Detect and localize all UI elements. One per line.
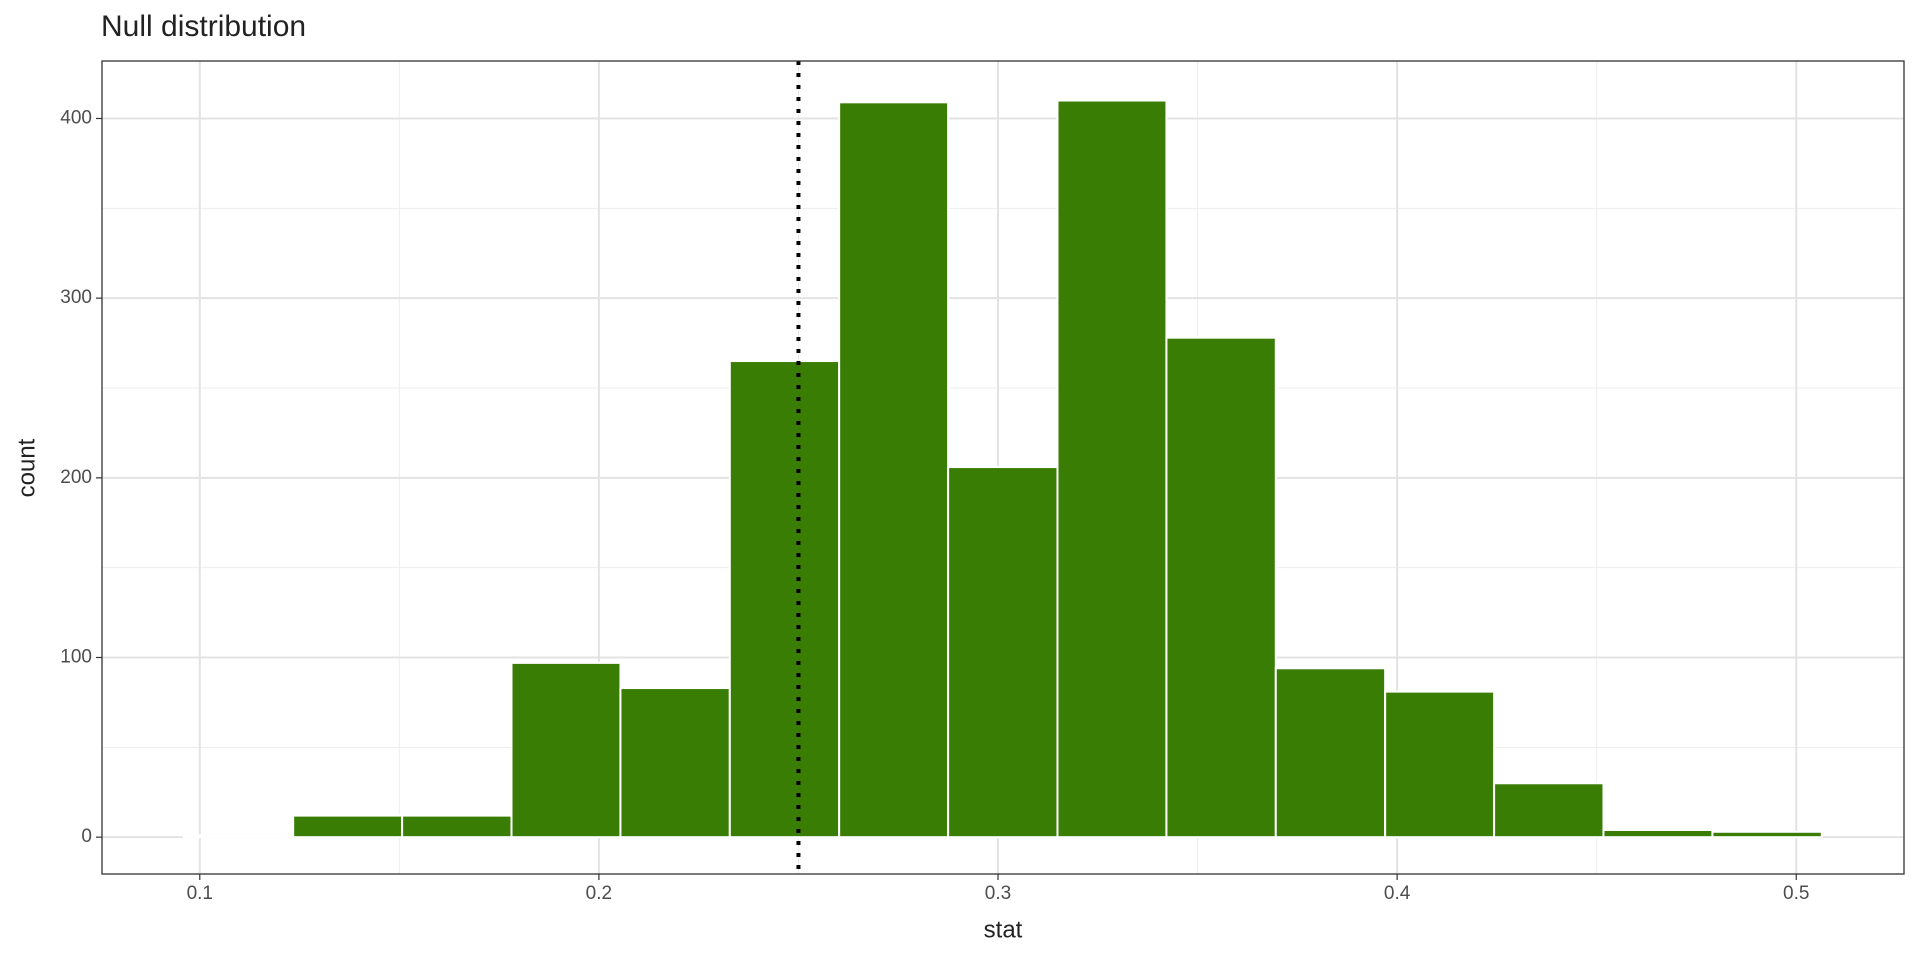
bar: [1165, 336, 1277, 839]
y-tick-label: 200: [60, 467, 92, 488]
y-axis-label: count: [13, 438, 40, 497]
bar: [1602, 828, 1714, 839]
x-tick-label: 0.4: [1384, 883, 1411, 904]
bar: [947, 466, 1059, 839]
x-tick-label: 0.3: [985, 883, 1011, 904]
bar: [292, 814, 404, 839]
x-tick-label: 0.5: [1783, 883, 1809, 904]
y-tick-label: 400: [60, 108, 92, 129]
x-tick-label: 0.2: [586, 883, 612, 904]
bar: [1493, 782, 1605, 839]
bar: [1274, 667, 1387, 839]
bar: [1056, 99, 1168, 839]
y-tick-label: 100: [60, 647, 92, 668]
bar: [728, 360, 841, 839]
x-tick-label: 0.1: [187, 883, 213, 904]
x-axis-label: stat: [984, 916, 1023, 943]
y-tick-label: 300: [60, 287, 92, 308]
bar: [1384, 690, 1496, 839]
bar: [1711, 830, 1823, 839]
panel-border: [101, 60, 1905, 875]
chart-title: Null distribution: [101, 10, 306, 43]
bar: [619, 687, 731, 839]
bar: [510, 661, 622, 839]
bar: [182, 834, 295, 839]
y-tick-label: 0: [81, 826, 92, 847]
bar: [838, 101, 950, 839]
bar: [401, 814, 513, 839]
